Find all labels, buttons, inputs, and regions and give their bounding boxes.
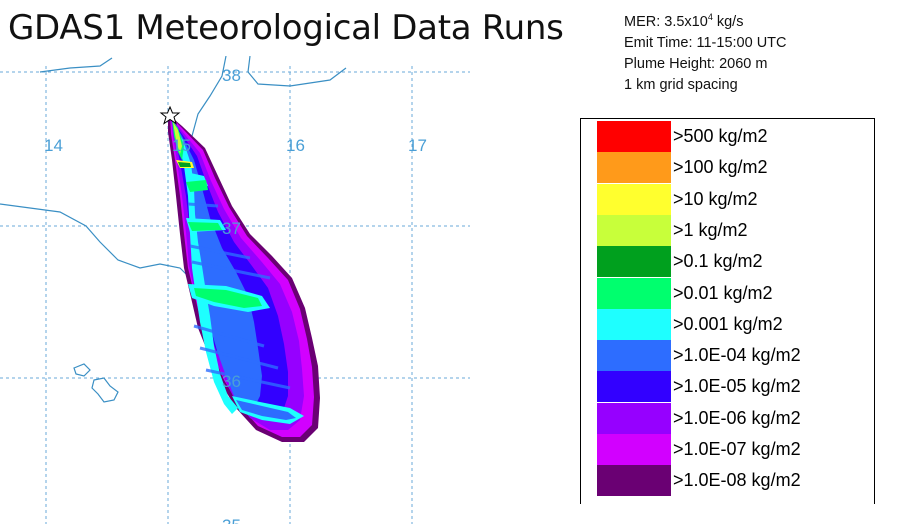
legend-label: >1.0E-04 kg/m2 [673,345,801,366]
legend-item: >1.0E-04 kg/m2 [597,340,801,372]
grid-spacing-text: 1 km grid spacing [624,77,738,93]
legend-item: >1.0E-05 kg/m2 [597,371,801,403]
legend-item: >0.01 kg/m2 [597,277,773,309]
legend-item: >0.1 kg/m2 [597,246,763,278]
run-info: MER: 3.5x104 kg/s Emit Time: 11-15:00 UT… [624,12,787,96]
ash-plume [168,114,320,442]
lon-label-16: 16 [286,136,305,155]
legend-label: >10 kg/m2 [673,188,758,209]
concentration-legend: >500 kg/m2 >100 kg/m2 >10 kg/m2 >1 kg/m2 >0.… [580,118,875,504]
emit-time-text: Emit Time: 11-15:00 UTC [624,35,787,51]
lon-label-14: 14 [44,136,63,155]
legend-swatch [597,121,671,152]
legend-swatch [597,371,671,403]
legend-item: >0.001 kg/m2 [597,308,783,340]
plume-height-text: Plume Height: 2060 m [624,56,768,72]
legend-swatch [597,434,671,465]
plume-map: 14 15 16 17 38 37 36 35 [0,56,470,524]
legend-label: >0.001 kg/m2 [673,313,783,334]
mer-value: MER: 3.5x10 [624,14,708,30]
mer-exponent: 4 [707,12,713,23]
lat-label-36: 36 [222,372,241,391]
legend-label: >500 kg/m2 [673,126,768,146]
legend-item: >1.0E-08 kg/m2 [597,465,801,497]
lon-label-17: 17 [408,136,427,155]
legend-item: >1.0E-07 kg/m2 [597,434,801,465]
legend-swatch [597,340,671,372]
legend-label: >1.0E-06 kg/m2 [673,407,801,428]
legend-swatch [597,277,671,309]
mer-unit: kg/s [712,14,744,30]
legend-label: >100 kg/m2 [673,157,768,178]
legend-item: >1 kg/m2 [597,214,748,246]
legend-label: >0.01 kg/m2 [673,282,773,303]
legend-swatch [597,402,671,434]
legend-swatch [597,214,671,246]
lat-label-38: 38 [222,66,241,85]
legend-label: >1.0E-08 kg/m2 [673,470,801,491]
legend-label: >1.0E-07 kg/m2 [673,439,801,459]
legend-swatch [597,465,671,497]
legend-item: >10 kg/m2 [597,183,758,215]
legend-item: >500 kg/m2 [597,121,768,152]
legend-label: >1 kg/m2 [673,219,748,240]
legend-swatch [597,246,671,278]
legend-label: >0.1 kg/m2 [673,251,763,272]
lat-label-35: 35 [222,516,241,524]
legend-swatch [597,308,671,340]
legend-swatch [597,183,671,215]
legend-swatch [597,152,671,184]
lat-label-37: 37 [222,219,241,238]
legend-item: >1.0E-06 kg/m2 [597,402,801,434]
mer-text: MER: 3.5x104 kg/s [624,12,787,33]
lon-label-15: 15 [172,136,191,155]
legend-label: >1.0E-05 kg/m2 [673,376,801,397]
star-icon [159,105,181,125]
legend-item: >100 kg/m2 [597,152,768,184]
page-title: GDAS1 Meteorological Data Runs [8,8,564,48]
